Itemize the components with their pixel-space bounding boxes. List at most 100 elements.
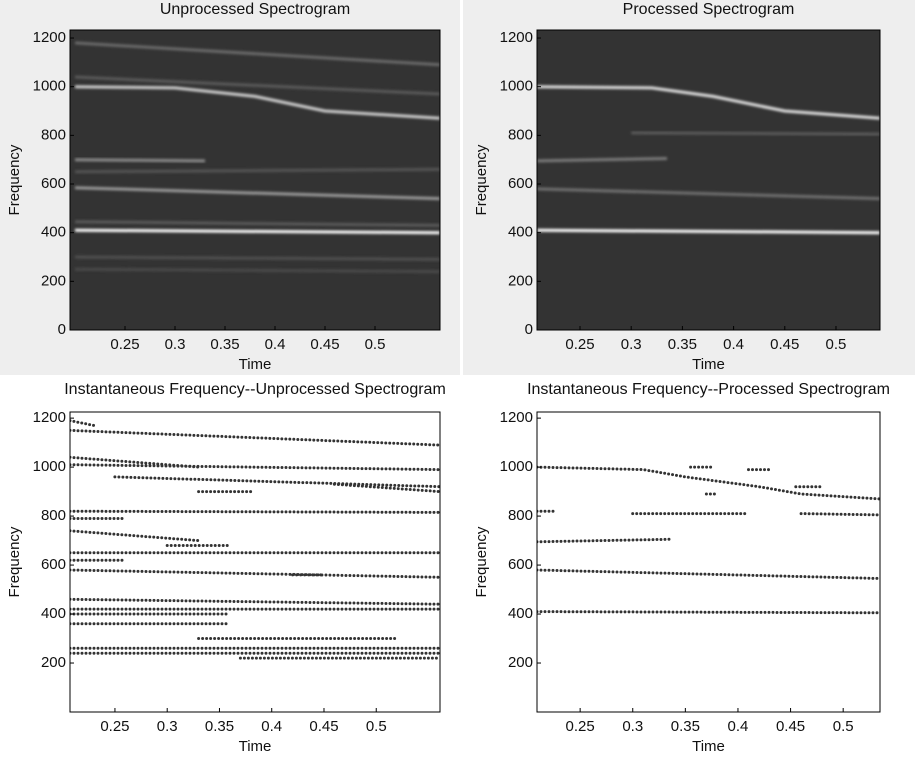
axes-frame [69,29,441,331]
spectral-line [537,157,668,163]
y-axis-label: Frequency [473,526,490,597]
spectral-line [537,228,880,235]
x-axis-label: Time [239,356,272,373]
y-tick-label: 400 [41,224,66,241]
plot-area [74,41,440,274]
y-tick-label: 0 [525,321,533,338]
frequency-track [113,475,440,489]
x-tick-label: 0.45 [310,336,339,353]
frequency-track [70,529,201,543]
y-tick-label: 1200 [500,29,533,46]
frequency-track [799,512,880,517]
plot-area [537,85,880,235]
y-tick-label: 600 [508,556,533,573]
y-tick-label: 800 [41,507,66,524]
y-tick-label: 200 [41,654,66,671]
x-tick-label: 0.5 [366,718,387,735]
y-tick-label: 400 [508,224,533,241]
frequency-track [537,610,880,615]
y-tick-label: 400 [508,605,533,622]
x-tick-label: 0.3 [622,718,643,735]
y-tick-label: 1200 [500,409,533,426]
frequency-track [70,419,96,427]
spectral-line [74,255,440,261]
y-axis-label: Frequency [6,144,23,215]
frequency-track [70,568,440,579]
y-tick-label: 1000 [33,78,66,95]
spectral-line [537,85,880,120]
frequency-track [537,568,880,580]
panel: 0.25 0.3 0.35 0.4 0.45 0.5 200 400 600 800 1000 120… [0,378,460,761]
spectral-line [74,158,206,163]
y-tick-label: 800 [508,507,533,524]
x-tick-label: 0.5 [833,718,854,735]
y-tick-label: 1000 [500,78,533,95]
chart-title: Processed Spectrogram [623,1,795,18]
chart-title: Instantaneous Frequency--Unprocessed Spe… [64,381,446,398]
y-tick-label: 1000 [33,458,66,475]
x-axis-label: Time [692,356,725,373]
y-tick-label: 1000 [500,458,533,475]
y-axis-label: Frequency [6,526,23,597]
plot-area [537,465,880,615]
x-tick-label: 0.35 [210,336,239,353]
frequency-track [70,428,440,447]
x-tick-label: 0.5 [826,336,847,353]
x-tick-label: 0.4 [265,336,286,353]
y-axis-label: Frequency [473,144,490,215]
x-tick-label: 0.4 [728,718,749,735]
x-tick-label: 0.35 [668,336,697,353]
frequency-track [537,465,880,501]
x-tick-label: 0.3 [165,336,186,353]
x-tick-label: 0.35 [671,718,700,735]
x-tick-label: 0.35 [205,718,234,735]
x-tick-label: 0.3 [621,336,642,353]
chart-title: Unprocessed Spectrogram [160,1,350,18]
y-tick-label: 600 [41,556,66,573]
y-tick-label: 800 [41,126,66,143]
axes-background [536,29,881,331]
spectral-line [74,186,440,201]
spectral-line [74,228,440,235]
spectral-line [537,187,880,201]
x-tick-label: 0.45 [309,718,338,735]
x-tick-label: 0.25 [565,336,594,353]
chart-title: Instantaneous Frequency--Processed Spect… [527,381,890,398]
x-tick-label: 0.45 [770,336,799,353]
x-tick-label: 0.4 [723,336,744,353]
panel: 0.25 0.3 0.35 0.4 0.45 0.5 0 200 400 600 800 1000 12… [463,0,915,375]
x-tick-label: 0.45 [776,718,805,735]
x-tick-label: 0.25 [110,336,139,353]
y-tick-label: 400 [41,605,66,622]
x-tick-label: 0.3 [157,718,178,735]
frequency-track [332,482,440,494]
frequency-track [70,463,440,472]
x-axis-label: Time [239,738,272,755]
y-tick-label: 200 [508,272,533,289]
frequency-track [70,597,440,606]
axes-frame [536,411,881,713]
y-tick-label: 200 [41,272,66,289]
panel: 0.25 0.3 0.35 0.4 0.45 0.5 200 400 600 800 1000 120… [463,378,915,761]
x-tick-label: 0.4 [261,718,282,735]
spectral-line [74,85,440,120]
y-tick-label: 1200 [33,29,66,46]
y-tick-label: 800 [508,126,533,143]
plot-area [70,419,440,660]
spectral-line [74,41,440,67]
axes-background [536,411,881,713]
y-tick-label: 600 [508,175,533,192]
spectral-line [631,131,880,136]
axes-frame [69,411,441,713]
spectral-line [74,220,440,227]
spectral-line [74,267,440,274]
x-axis-label: Time [692,738,725,755]
y-tick-label: 1200 [33,409,66,426]
axes-background [69,411,441,713]
x-tick-label: 0.25 [566,718,595,735]
spectral-line [74,167,440,174]
y-tick-label: 200 [508,654,533,671]
frequency-track [537,537,672,544]
axes-background [69,29,441,331]
